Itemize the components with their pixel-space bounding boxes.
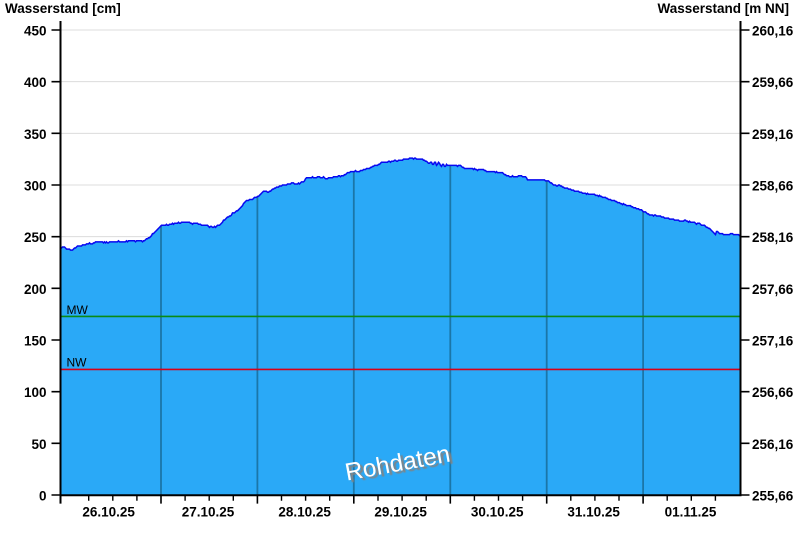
svg-text:250: 250 [24,230,47,245]
svg-text:258,16: 258,16 [752,230,794,245]
svg-text:28.10.25: 28.10.25 [278,505,331,520]
svg-text:259,16: 259,16 [752,127,794,142]
svg-text:27.10.25: 27.10.25 [182,505,235,520]
svg-text:100: 100 [24,385,47,400]
svg-text:258,66: 258,66 [752,179,794,194]
svg-text:200: 200 [24,282,47,297]
svg-text:400: 400 [24,75,47,90]
svg-text:300: 300 [24,179,47,194]
svg-text:150: 150 [24,334,47,349]
svg-text:MW: MW [67,303,89,317]
svg-text:257,16: 257,16 [752,334,794,349]
svg-text:255,66: 255,66 [752,489,794,504]
svg-text:50: 50 [31,437,46,452]
svg-text:260,16: 260,16 [752,24,794,39]
svg-text:Wasserstand [cm]: Wasserstand [cm] [5,1,121,16]
svg-text:01.11.25: 01.11.25 [665,505,717,520]
svg-text:450: 450 [24,24,47,39]
svg-text:350: 350 [24,127,47,142]
svg-text:256,16: 256,16 [752,437,794,452]
svg-text:29.10.25: 29.10.25 [374,505,427,520]
svg-text:26.10.25: 26.10.25 [82,505,135,520]
svg-text:Wasserstand [m NN]: Wasserstand [m NN] [657,1,789,16]
svg-text:30.10.25: 30.10.25 [471,505,524,520]
svg-text:256,66: 256,66 [752,385,794,400]
svg-text:31.10.25: 31.10.25 [567,505,620,520]
svg-text:259,66: 259,66 [752,75,794,90]
svg-text:257,66: 257,66 [752,282,794,297]
svg-text:NW: NW [67,356,88,370]
svg-text:0: 0 [39,489,47,504]
